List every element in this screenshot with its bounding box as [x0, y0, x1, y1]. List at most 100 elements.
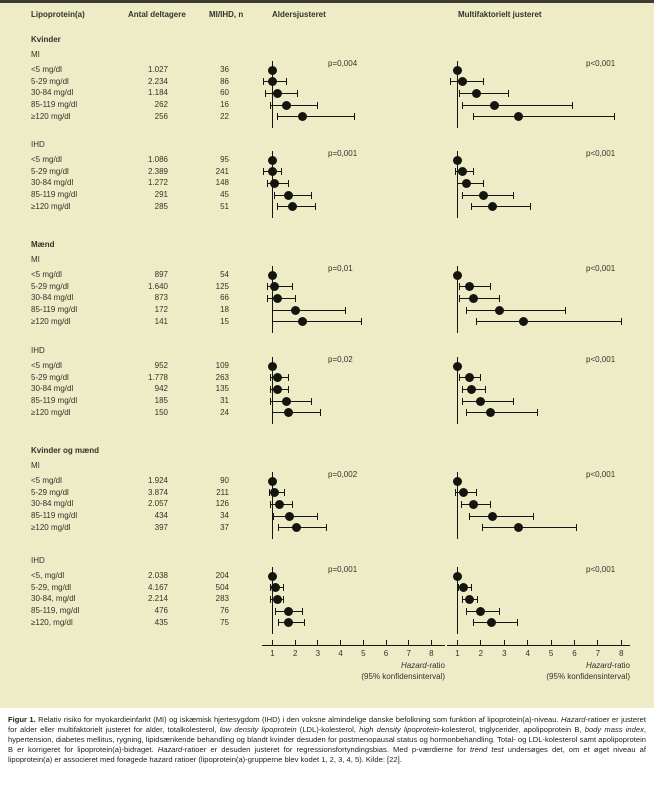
participants-value: 141 — [154, 316, 168, 326]
p-value-label: p<0,001 — [586, 355, 616, 364]
x-axis-tick-label: 4 — [338, 649, 343, 658]
ci-cap-low — [468, 512, 470, 520]
ci-cap-high — [285, 78, 287, 86]
ci-cap-low — [459, 89, 461, 97]
participants-value: 942 — [154, 384, 168, 394]
events-value: 31 — [220, 396, 229, 406]
hr-dot — [486, 618, 496, 628]
participants-value: 285 — [154, 201, 168, 211]
group-label: Kvinder — [31, 35, 61, 44]
hr-dot — [285, 511, 295, 521]
ci-cap-high — [564, 306, 566, 314]
ci-cap-low — [272, 409, 273, 417]
hr-dot — [495, 305, 505, 315]
row-label: 85-119 mg/dl — [31, 396, 78, 406]
hr-dot — [476, 396, 486, 406]
hr-dot — [272, 373, 282, 383]
x-axis-tick — [503, 640, 505, 645]
hr-dot — [453, 476, 462, 486]
participants-value: 3.874 — [147, 487, 168, 497]
reference-line — [457, 266, 458, 333]
x-axis-label-italic: Hazard — [400, 661, 427, 670]
column-header-participants: Antal deltagere — [128, 10, 186, 19]
ci-cap-high — [533, 512, 535, 520]
events-value: 283 — [215, 594, 229, 604]
p-value-label: p<0,001 — [586, 470, 616, 479]
hr-dot — [462, 178, 472, 188]
row-label: 5-29, mg/dl — [31, 582, 72, 592]
participants-value: 897 — [154, 270, 168, 279]
caption-segment: -kolesterol, triglycerider, apolipoprote… — [438, 725, 585, 734]
hr-dot — [453, 270, 462, 280]
ci-cap-low — [461, 595, 463, 603]
hr-dot — [268, 167, 277, 177]
x-axis-tick-label: 5 — [361, 649, 366, 658]
ci-cap-high — [613, 113, 615, 121]
ci-cap-high — [301, 607, 303, 615]
row-label: ≥120 mg/dl — [31, 522, 71, 532]
ci-cap-low — [269, 584, 271, 592]
x-axis-tick-label: 4 — [525, 649, 530, 658]
hr-dot — [488, 202, 498, 212]
reference-line — [272, 61, 273, 128]
participants-value: 2.214 — [147, 594, 168, 604]
p-value-label: p=0,004 — [328, 59, 358, 68]
ci-cap-low — [459, 283, 461, 291]
row-label: <5, mg/dl — [31, 571, 65, 580]
ci-cap-high — [292, 500, 294, 508]
hr-dot — [268, 476, 277, 486]
p-value-label: p=0,002 — [328, 470, 358, 479]
caption-segment: high density lipoprotein — [359, 725, 439, 734]
ci-cap-low — [473, 113, 475, 121]
ci-cap-low — [273, 512, 275, 520]
ci-line — [466, 412, 538, 414]
caption-segment: -ratioer er justeret for alder eller mul… — [8, 715, 646, 734]
ci-line — [270, 400, 312, 402]
x-axis-tick-label: 8 — [429, 649, 434, 658]
hr-dot — [283, 606, 293, 616]
caption-segment: Relativ risiko for myokardieinfarkt (MI)… — [38, 715, 561, 724]
events-value: 16 — [220, 100, 229, 110]
ci-line — [476, 321, 622, 323]
outcome-label: MI — [31, 254, 40, 264]
ci-line — [482, 527, 577, 529]
x-axis-tick — [457, 640, 458, 645]
ci-line — [459, 92, 509, 94]
hr-dot — [281, 396, 291, 406]
column-header-events: MI/IHD, n — [209, 10, 244, 19]
x-axis-tick-label: 1 — [455, 649, 460, 658]
events-value: 22 — [220, 111, 229, 121]
hr-dot — [272, 594, 282, 604]
participants-value: 435 — [154, 617, 168, 627]
row-label: <5 mg/dl — [31, 476, 62, 485]
x-axis-tick — [597, 640, 599, 645]
ci-cap-high — [283, 595, 285, 603]
ci-cap-high — [476, 595, 478, 603]
row-label: 30-84 mg/dl — [31, 499, 74, 509]
x-axis-tick — [550, 640, 552, 645]
ci-cap-low — [267, 179, 269, 187]
participants-value: 2.389 — [147, 166, 168, 176]
row-label: 30-84 mg/dl — [31, 178, 74, 188]
ci-cap-low — [466, 607, 468, 615]
ci-cap-high — [287, 385, 289, 393]
row-label: 5-29 mg/dl — [31, 487, 69, 497]
hr-dot — [268, 155, 277, 165]
hr-dot — [283, 408, 293, 418]
events-value: 135 — [215, 384, 229, 394]
hr-dot — [513, 523, 523, 533]
ci-cap-low — [267, 294, 269, 302]
hr-dot — [268, 361, 277, 371]
hr-dot — [297, 112, 307, 122]
ci-cap-low — [449, 78, 451, 86]
ci-cap-low — [459, 294, 461, 302]
ci-cap-high — [529, 203, 531, 211]
caption-segment: trend test — [469, 745, 504, 754]
x-axis-line — [447, 645, 630, 646]
ci-cap-high — [499, 294, 501, 302]
x-axis-tick — [574, 640, 575, 645]
participants-value: 1.272 — [147, 178, 168, 188]
hr-dot — [270, 282, 280, 292]
hr-dot — [270, 488, 280, 498]
x-axis-tick-label: 6 — [383, 649, 389, 658]
